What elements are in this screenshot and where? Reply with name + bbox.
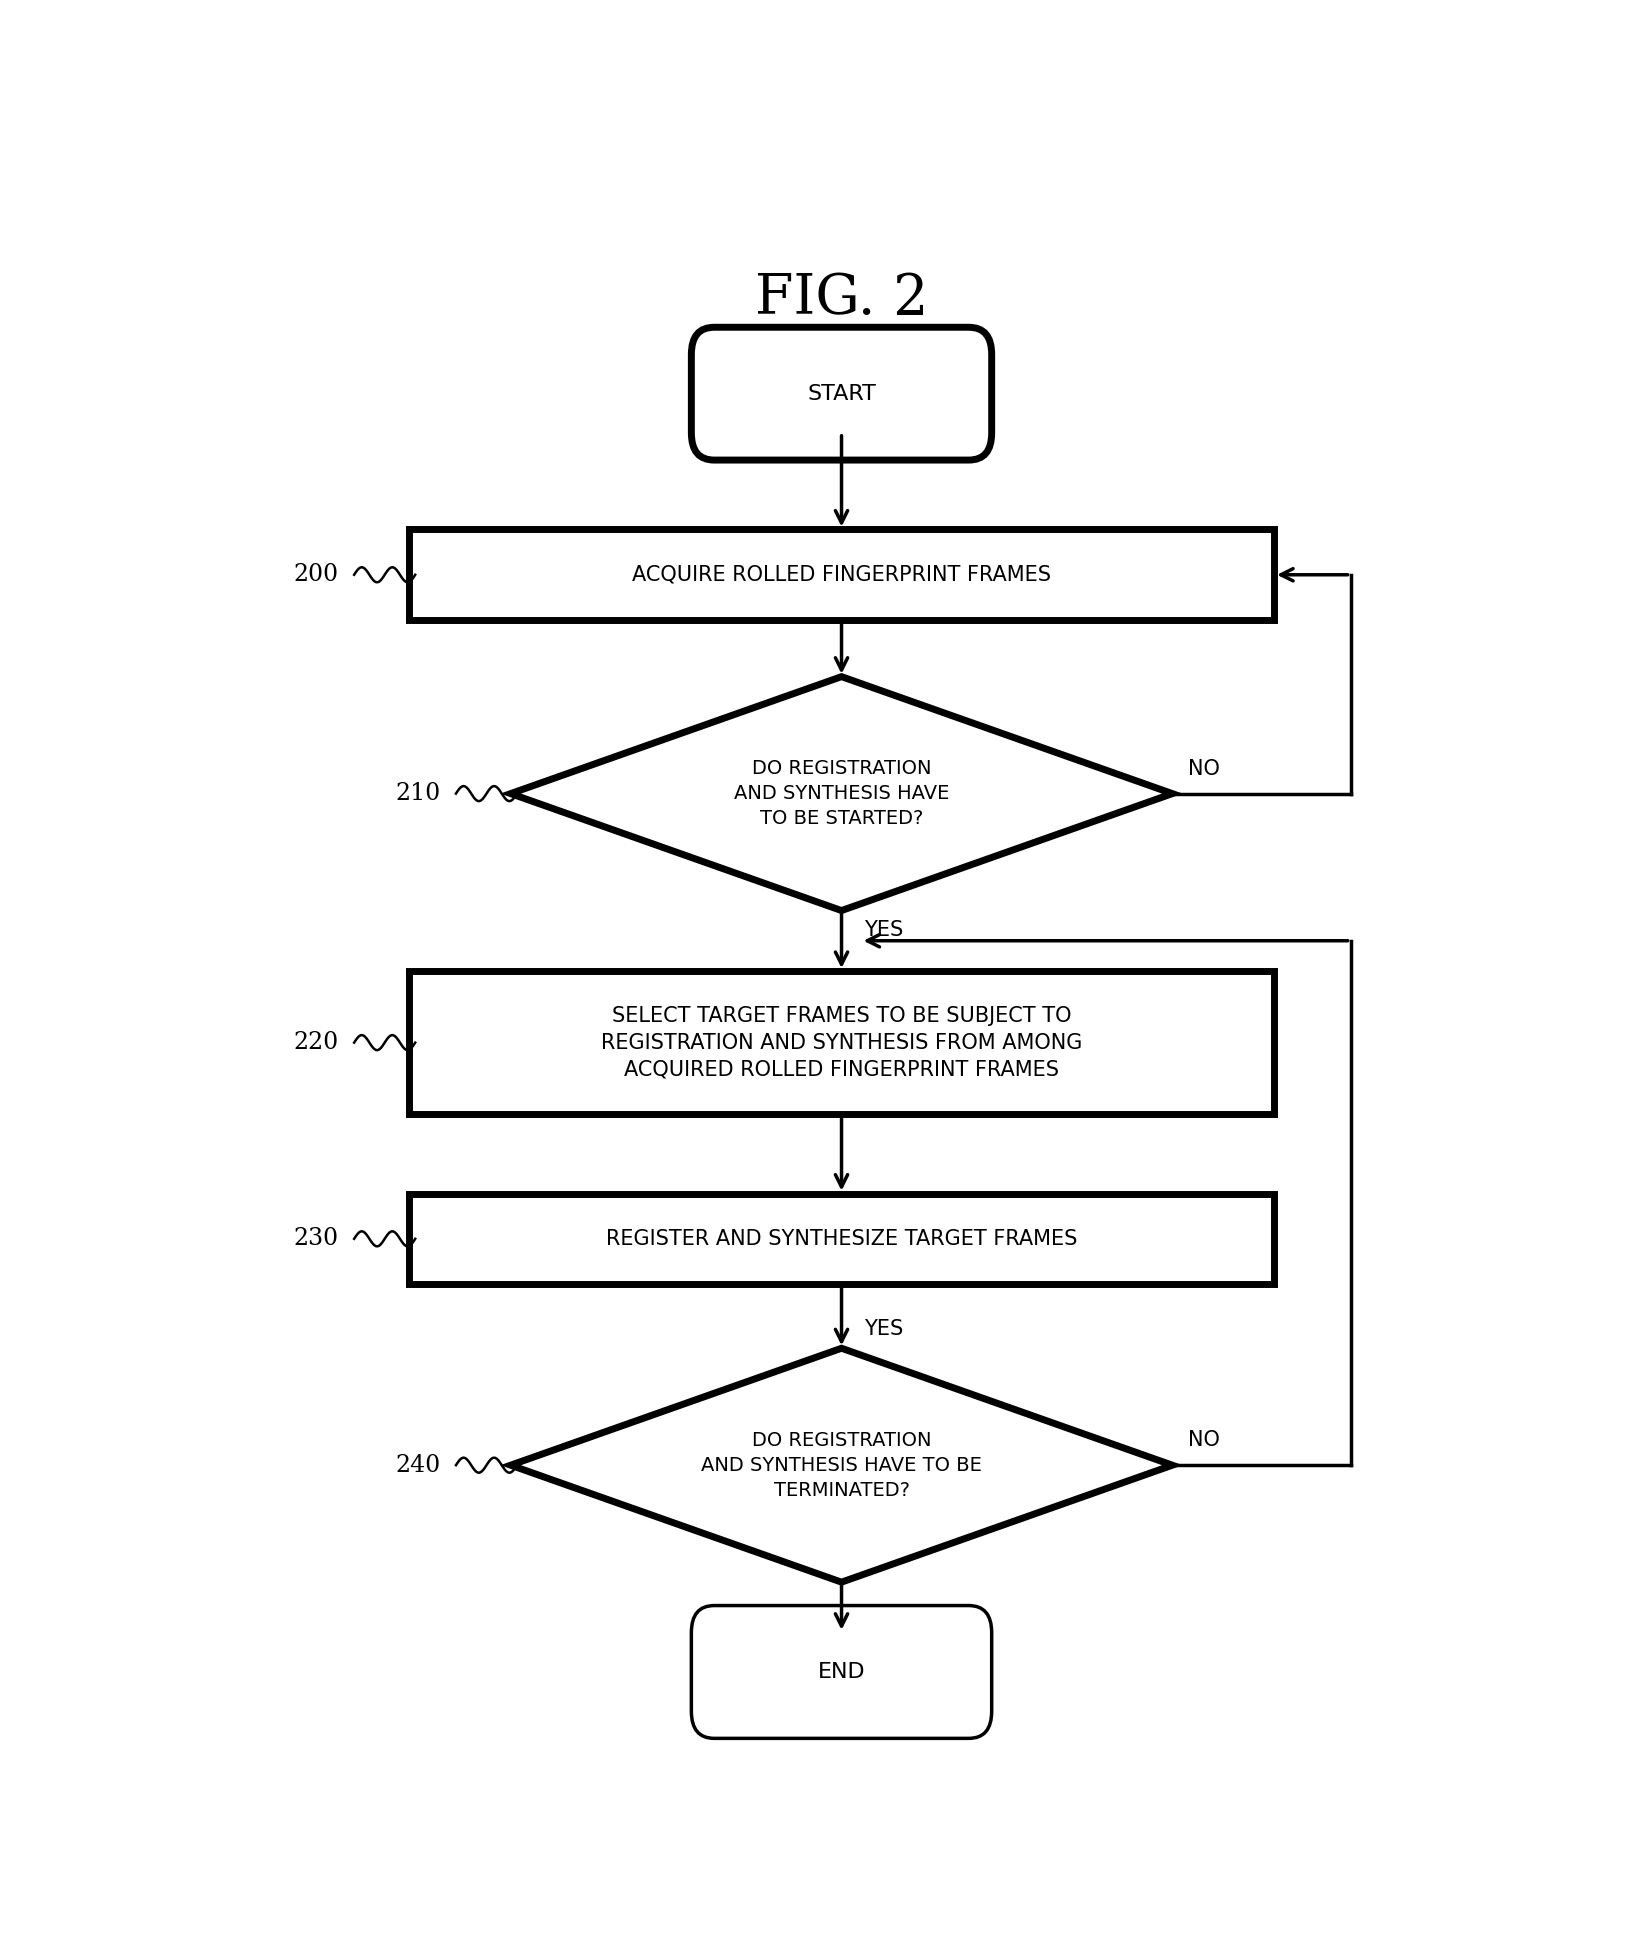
Text: 230: 230 [294,1227,338,1250]
Text: 220: 220 [294,1031,338,1054]
Text: NO: NO [1187,759,1220,778]
Polygon shape [511,1348,1172,1582]
Text: 210: 210 [396,782,440,806]
Text: YES: YES [864,1319,903,1339]
Text: FIG. 2: FIG. 2 [755,270,928,325]
Text: ACQUIRE ROLLED FINGERPRINT FRAMES: ACQUIRE ROLLED FINGERPRINT FRAMES [632,564,1051,584]
Text: SELECT TARGET FRAMES TO BE SUBJECT TO
REGISTRATION AND SYNTHESIS FROM AMONG
ACQU: SELECT TARGET FRAMES TO BE SUBJECT TO RE… [601,1005,1082,1080]
Bar [409,529,1274,619]
FancyBboxPatch shape [691,1605,992,1739]
Text: END: END [818,1662,865,1682]
Text: NO: NO [1187,1431,1220,1450]
Bar [409,1194,1274,1284]
Text: DO REGISTRATION
AND SYNTHESIS HAVE
TO BE STARTED?: DO REGISTRATION AND SYNTHESIS HAVE TO BE… [734,759,949,829]
Text: 200: 200 [294,563,338,586]
Text: START: START [808,384,875,404]
Text: DO REGISTRATION
AND SYNTHESIS HAVE TO BE
TERMINATED?: DO REGISTRATION AND SYNTHESIS HAVE TO BE… [701,1431,982,1499]
FancyBboxPatch shape [691,327,992,461]
Text: 240: 240 [396,1454,440,1476]
Bar [409,970,1274,1115]
Text: REGISTER AND SYNTHESIZE TARGET FRAMES: REGISTER AND SYNTHESIZE TARGET FRAMES [606,1229,1077,1249]
Text: YES: YES [864,919,903,939]
Polygon shape [511,676,1172,911]
